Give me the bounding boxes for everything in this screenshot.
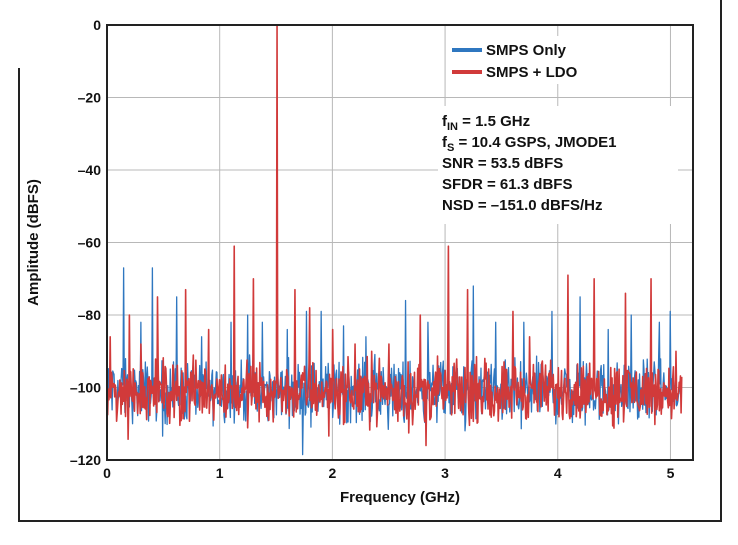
x-tick-label: 5 <box>667 465 675 481</box>
y-tick-label: –20 <box>78 90 102 106</box>
y-tick-label: –60 <box>78 235 102 251</box>
x-tick-label: 2 <box>328 465 336 481</box>
y-axis-ticks: 0 –20 –40 –60 –80 –100 –120 <box>70 17 101 468</box>
spectrum-traces <box>106 24 683 456</box>
y-tick-label: –40 <box>78 162 102 178</box>
annotation-line: NSD = –151.0 dBFS/Hz <box>442 197 602 214</box>
legend-background <box>446 36 626 84</box>
x-axis-title: Frequency (GHz) <box>340 489 460 506</box>
y-tick-label: 0 <box>93 17 101 33</box>
figure-frame-left <box>18 68 20 522</box>
annotation-line: SFDR = 61.3 dBFS <box>442 176 572 193</box>
x-tick-label: 3 <box>441 465 449 481</box>
legend: SMPS Only SMPS + LDO <box>446 36 626 84</box>
y-tick-label: –120 <box>70 452 101 468</box>
annotation-line: SNR = 53.5 dBFS <box>442 155 563 172</box>
annotation-line: fS = 10.4 GSPS, JMODE1 <box>442 134 617 154</box>
annotation-background <box>438 106 678 224</box>
y-axis-title: Amplitude (dBFS) <box>25 179 42 306</box>
x-tick-label: 4 <box>554 465 562 481</box>
x-tick-label: 1 <box>216 465 224 481</box>
figure-frame-right <box>720 0 722 522</box>
y-tick-label: –80 <box>78 307 102 323</box>
x-tick-label: 0 <box>103 465 111 481</box>
series-line-smps-only <box>106 267 683 456</box>
annotation-line: fIN = 1.5 GHz <box>442 113 530 133</box>
figure-frame-bottom <box>18 520 722 522</box>
plot-area-border <box>106 24 694 461</box>
x-axis-ticks: 0 1 2 3 4 5 <box>103 465 674 481</box>
series-line-smps-ldo <box>106 24 683 447</box>
legend-label: SMPS Only <box>486 42 567 59</box>
legend-label: SMPS + LDO <box>486 64 578 81</box>
y-tick-label: –100 <box>70 380 101 396</box>
